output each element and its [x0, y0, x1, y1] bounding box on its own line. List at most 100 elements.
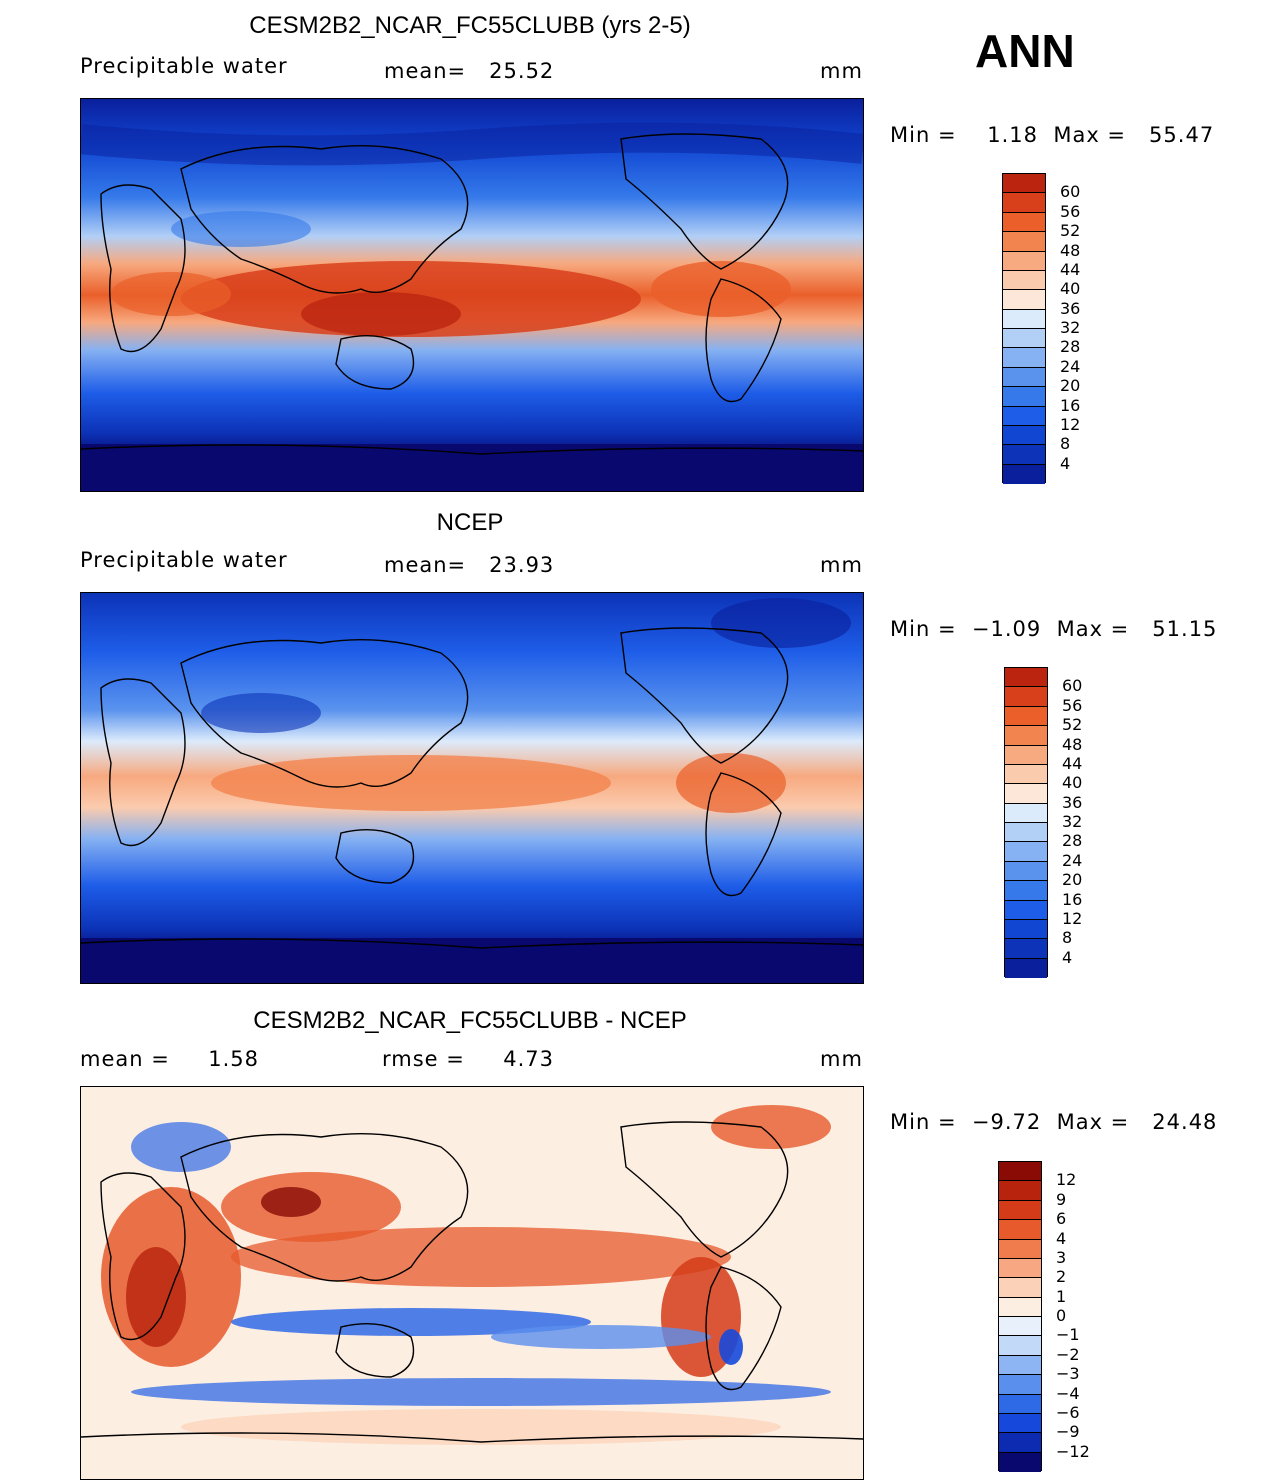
panel-1-left-label: Precipitable water	[80, 54, 288, 78]
panel-1-colorbar-swatch	[1003, 367, 1045, 388]
panel-1-colorbar-swatch	[1003, 406, 1045, 426]
panel-2-colorbar-swatch	[1005, 939, 1047, 959]
panel-3-field	[81, 1087, 863, 1479]
panel-2-coastlines	[81, 627, 863, 949]
panel-3-colorbar-swatch	[999, 1239, 1041, 1259]
panel-2-range: Min = −1.09 Max = 51.15	[890, 617, 1218, 641]
panel-3-colorbar-tick: −3	[1056, 1364, 1080, 1384]
panel-1-colorbar-swatch	[1003, 464, 1045, 484]
panel-3-colorbar-tick: −9	[1056, 1422, 1080, 1442]
panel-2-colorbar-tick: 12	[1062, 908, 1083, 928]
panel-3-colorbar-tick: 0	[1056, 1306, 1067, 1325]
panel-3-colorbar-tick: −4	[1056, 1383, 1080, 1403]
panel-2-colorbar-swatch	[1005, 706, 1047, 727]
panel-1-colorbar-swatch	[1003, 425, 1045, 446]
panel-1-colorbar-tick: 20	[1060, 376, 1081, 396]
panel-3-colorbar-swatch	[999, 1278, 1041, 1298]
panel-3-colorbar-tick: −6	[1056, 1402, 1080, 1422]
panel-1-range: Min = 1.18 Max = 55.47	[890, 123, 1215, 147]
panel-3-colorbar-tick: 9	[1056, 1189, 1067, 1209]
panel-1-units: mm	[820, 59, 863, 83]
panel-1-colorbar-tick: 52	[1060, 221, 1081, 241]
panel-3-colorbar-tick: 6	[1056, 1209, 1067, 1229]
panel-1-colorbar-swatch	[1003, 251, 1045, 271]
panel-1-colorbar-tick: 56	[1060, 201, 1081, 221]
panel-1-colorbar-swatch	[1003, 270, 1045, 291]
panel-3-colorbar-swatch	[999, 1220, 1041, 1240]
panel-2-colorbar-tick: 4	[1062, 947, 1073, 967]
panel-2-colorbar-tick: 24	[1062, 850, 1083, 870]
panel-1-colorbar-swatch	[1003, 212, 1045, 233]
panel-2-colorbar-tick: 20	[1062, 870, 1083, 890]
panel-3-colorbar-tick: 1	[1056, 1286, 1067, 1306]
panel-3-title: CESM2B2_NCAR_FC55CLUBB - NCEP	[253, 1007, 687, 1034]
panel-1-colorbar-tick: 24	[1060, 356, 1081, 376]
panel-3-colorbar-tick: −12	[1056, 1441, 1090, 1461]
panel-3-colorbar-swatch	[999, 1258, 1041, 1279]
season-label: ANN	[975, 25, 1075, 77]
panel-1-colorbar-swatch	[1003, 174, 1045, 194]
panel-1-mean-label: mean= 25.52	[384, 59, 555, 83]
panel-2-colorbar-tick: 36	[1062, 792, 1083, 812]
panel-1-colorbar-tick: 48	[1060, 240, 1081, 260]
panel-3-colorbar-tick: 2	[1056, 1267, 1067, 1287]
panel-1-colorbar-tick: 16	[1060, 395, 1081, 415]
panel-3-colorbar-swatch	[999, 1413, 1041, 1434]
panel-3-colorbar-swatch	[999, 1297, 1041, 1317]
panel-1-map	[80, 98, 864, 492]
panel-2-colorbar-tick: 8	[1062, 928, 1073, 948]
panel-3-colorbar-tick: −1	[1056, 1325, 1080, 1345]
panel-1-field	[81, 99, 863, 491]
panel-1-colorbar-tick: 12	[1060, 414, 1081, 434]
panel-1-colorbar-tick: 36	[1060, 298, 1081, 318]
panel-1-colorbar-tick: 44	[1060, 259, 1081, 279]
panel-1-colorbar-swatch	[1003, 193, 1045, 213]
panel-1-colorbar-swatch	[1003, 348, 1045, 368]
panel-3-colorbar-tick: 12	[1056, 1170, 1077, 1190]
panel-2-map	[80, 592, 864, 984]
panel-2-left-label: Precipitable water	[80, 548, 288, 572]
panel-2-colorbar-swatch	[1005, 803, 1047, 823]
panel-1-colorbar-tick: 40	[1060, 279, 1081, 299]
panel-2-colorbar-swatch	[1005, 919, 1047, 940]
panel-3-colorbar-swatch	[999, 1181, 1041, 1201]
panel-3-colorbar-tick: 4	[1056, 1228, 1067, 1248]
panel-3-colorbar-swatch	[999, 1355, 1041, 1376]
panel-2-colorbar-swatch	[1005, 842, 1047, 862]
panel-3-map	[80, 1086, 864, 1480]
panel-2-colorbar-swatch	[1005, 687, 1047, 707]
panel-2-units: mm	[820, 553, 863, 577]
panel-1-colorbar-tick: 8	[1060, 434, 1071, 454]
panel-2-colorbar-tick: 40	[1062, 773, 1083, 793]
panel-2-field	[81, 593, 863, 983]
panel-2-colorbar-tick: 56	[1062, 695, 1083, 715]
panel-1-colorbar-tick: 32	[1060, 318, 1081, 337]
panel-2-colorbar-swatch	[1005, 764, 1047, 785]
panel-2-colorbar-swatch	[1005, 861, 1047, 882]
panel-1-colorbar-swatch	[1003, 445, 1045, 465]
panel-3-colorbar	[998, 1161, 1042, 1472]
panel-3-colorbar-tick: 3	[1056, 1247, 1067, 1267]
panel-3-range: Min = −9.72 Max = 24.48	[890, 1110, 1218, 1134]
panel-2-colorbar-tick: 60	[1062, 676, 1083, 696]
panel-2-colorbar-tick: 32	[1062, 812, 1083, 831]
panel-2-colorbar-swatch	[1005, 958, 1047, 978]
panel-2-colorbar-swatch	[1005, 881, 1047, 901]
panel-2-colorbar	[1004, 667, 1048, 978]
panel-3-colorbar-swatch	[999, 1394, 1041, 1414]
panel-2-colorbar-swatch	[1005, 784, 1047, 804]
panel-2-colorbar-swatch	[1005, 726, 1047, 746]
panel-1-colorbar-swatch	[1003, 290, 1045, 310]
panel-3-colorbar-swatch	[999, 1433, 1041, 1453]
panel-2-colorbar-swatch	[1005, 823, 1047, 843]
panel-1-colorbar-tick: 4	[1060, 453, 1071, 473]
panel-1-title: CESM2B2_NCAR_FC55CLUBB (yrs 2-5)	[249, 12, 691, 39]
panel-3-coastlines	[81, 1121, 863, 1443]
panel-2-colorbar-tick: 16	[1062, 889, 1083, 909]
panel-3-colorbar-swatch	[999, 1162, 1041, 1182]
panel-2-colorbar-tick: 48	[1062, 734, 1083, 754]
panel-1-colorbar-tick: 60	[1060, 182, 1081, 202]
panel-3-colorbar-swatch	[999, 1317, 1041, 1337]
panel-2-colorbar-swatch	[1005, 900, 1047, 920]
panel-2-colorbar-tick: 28	[1062, 831, 1083, 851]
